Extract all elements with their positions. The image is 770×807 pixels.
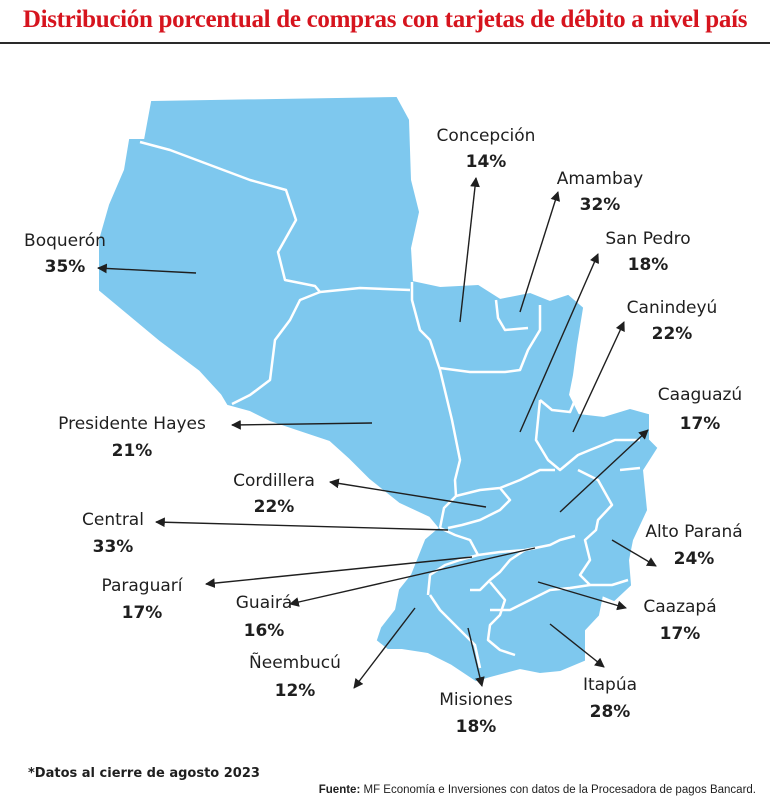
leader-concepcion <box>459 177 480 323</box>
footnote: *Datos al cierre de agosto 2023 <box>28 766 260 781</box>
label-presidente-hayes-value: 21% <box>112 441 153 461</box>
label-boqueron-name: Boquerón <box>24 231 106 251</box>
leader-neembucu <box>353 607 416 689</box>
label-boqueron-value: 35% <box>45 257 86 277</box>
label-amambay-value: 32% <box>580 195 621 215</box>
leader-cordillera <box>329 478 487 508</box>
chart-title: Distribución porcentual de compras con t… <box>22 6 748 33</box>
title-divider <box>0 42 770 44</box>
label-paraguari-value: 17% <box>122 603 163 623</box>
leader-misiones <box>467 627 485 687</box>
leader-amambay <box>519 191 561 313</box>
source-text: MF Economía e Inversiones con datos de l… <box>363 784 756 796</box>
label-cordillera-value: 22% <box>254 497 295 517</box>
label-caaguazu-name: Caaguazú <box>658 385 742 405</box>
label-cordillera-name: Cordillera <box>233 471 315 491</box>
leader-caaguazu <box>559 429 649 513</box>
label-concepcion-value: 14% <box>466 152 507 172</box>
department-borders <box>139 140 641 669</box>
label-canindeyu-value: 22% <box>652 324 693 344</box>
label-neembucu-name: Ñeembucú <box>249 651 341 673</box>
label-caazapa-value: 17% <box>660 624 701 644</box>
label-neembucu-value: 12% <box>275 681 316 701</box>
leader-itapua <box>549 623 605 668</box>
leader-paraguari <box>205 556 473 588</box>
country-outline <box>99 96 658 682</box>
label-san-pedro-value: 18% <box>628 255 669 275</box>
source-label: Fuente: <box>318 784 361 796</box>
leader-central <box>155 517 449 531</box>
label-san-pedro-name: San Pedro <box>605 229 690 249</box>
label-canindeyu-name: Canindeyú <box>627 298 718 318</box>
label-amambay-name: Amambay <box>557 169 643 189</box>
label-paraguari-name: Paraguarí <box>101 576 183 596</box>
label-alto-parana-name: Alto Paraná <box>645 522 742 542</box>
label-guaira-name: Guairá <box>236 593 293 613</box>
label-itapua-value: 28% <box>590 702 631 722</box>
leader-san-pedro <box>519 253 599 433</box>
label-misiones-name: Misiones <box>439 690 513 710</box>
label-caaguazu-value: 17% <box>680 414 721 434</box>
label-central-name: Central <box>82 510 144 530</box>
leader-guaira <box>289 547 536 607</box>
label-caazapa-name: Caazapá <box>643 597 716 617</box>
leader-alto-parana <box>611 539 657 567</box>
label-alto-parana-value: 24% <box>674 549 715 569</box>
label-itapua-name: Itapúa <box>583 675 637 695</box>
label-guaira-value: 16% <box>244 621 285 641</box>
leader-canindeyu <box>572 321 625 433</box>
leader-lines <box>97 177 657 689</box>
leader-presidente-hayes <box>231 419 373 430</box>
leader-boqueron <box>97 263 197 274</box>
source-note: Fuente: MF Economía e Inversiones con da… <box>319 784 756 796</box>
leader-caazapa <box>537 581 627 611</box>
label-central-value: 33% <box>93 537 134 557</box>
label-concepcion-name: Concepción <box>437 126 536 146</box>
label-presidente-hayes-name: Presidente Hayes <box>58 414 206 434</box>
department-labels: Boquerón 35% Concepción 14% Amambay 32% … <box>24 126 743 737</box>
label-misiones-value: 18% <box>456 717 497 737</box>
